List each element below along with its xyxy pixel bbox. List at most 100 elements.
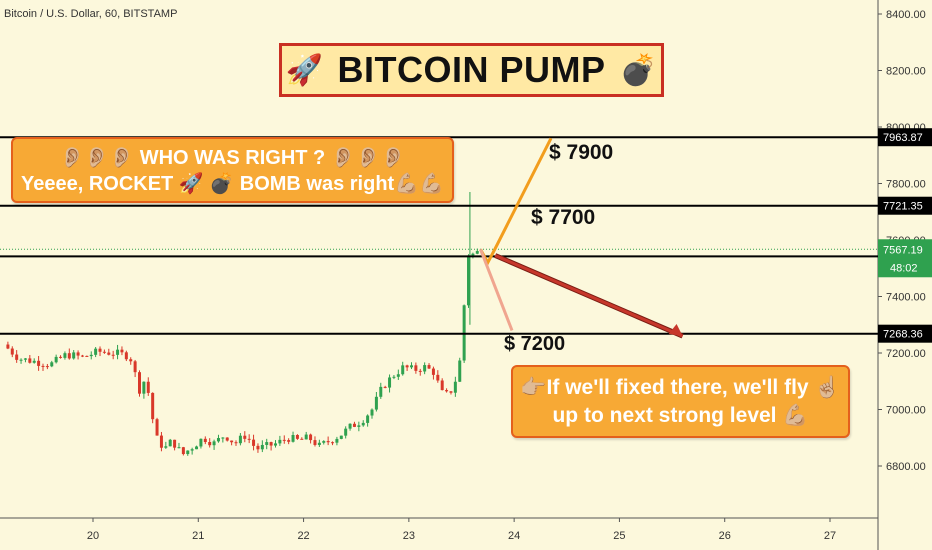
y-tick-label: 7000.00 [886, 405, 926, 417]
candle-body [177, 447, 181, 449]
candle-body [190, 449, 194, 451]
target-7900-label: $ 7900 [549, 141, 614, 164]
candle-body [124, 352, 128, 360]
candle-body [366, 415, 370, 423]
banner-title: BITCOIN PUMP [337, 49, 606, 90]
candle-body [348, 423, 352, 429]
candle-body [431, 368, 435, 375]
callout-next-level: 👉🏼If we'll fixed there, we'll fly ☝🏼 up … [511, 365, 850, 438]
candle-body [414, 365, 418, 371]
x-tick-label: 27 [824, 530, 836, 542]
candle-body [265, 442, 269, 445]
candle-body [256, 445, 260, 450]
candle-body [313, 440, 317, 445]
candle-body [85, 355, 89, 357]
candle-body [120, 349, 124, 353]
symbol-title: Bitcoin / U.S. Dollar, 60, BITSTAMP [4, 8, 178, 20]
candle-body [260, 444, 264, 450]
candle-body [111, 354, 115, 356]
candle-body [41, 365, 45, 367]
candle-body [168, 439, 172, 447]
candle-body [72, 352, 76, 359]
price-level-label: 7963.87 [883, 132, 923, 144]
candle-body [273, 443, 277, 446]
callout-bottom-line2: up to next strong level 💪🏼 [552, 404, 809, 427]
candle-body [23, 358, 27, 360]
candle-body [195, 446, 199, 450]
candle-body [405, 365, 409, 368]
candle-body [37, 360, 41, 366]
candle-body [230, 440, 234, 443]
projection-7200-path [479, 248, 514, 331]
candle-body [151, 392, 155, 420]
price-level-tag [878, 324, 932, 343]
candle-body [269, 442, 273, 446]
candle-body [436, 374, 440, 381]
candle-body [449, 391, 453, 393]
x-tick-label: 22 [297, 530, 309, 542]
candle-body [370, 409, 374, 416]
title-banner: 🚀 BITCOIN PUMP 💣 [279, 43, 664, 97]
candle-body [401, 365, 405, 375]
y-tick-label: 8200.00 [886, 66, 926, 78]
candle-body [45, 366, 49, 368]
candle-body [252, 439, 256, 446]
candle-body [159, 435, 163, 448]
candle-body [212, 441, 216, 446]
candle-body [374, 396, 378, 410]
candle-body [6, 344, 10, 349]
candle-body [282, 439, 286, 441]
price-level-label: 7721.35 [883, 201, 923, 213]
candle-body [129, 359, 133, 362]
target-7200-label: $ 7200 [504, 333, 566, 355]
last-price-tag [878, 239, 932, 278]
candle-body [309, 434, 313, 441]
candle-body [94, 348, 98, 355]
candle-body [392, 376, 396, 378]
callout-who-was-right: 👂🏼👂🏼👂🏼 WHO WAS RIGHT ? 👂🏼👂🏼👂🏼 Yeeee, ROC… [11, 137, 454, 203]
bomb-icon: 💣 [619, 53, 658, 87]
target-7700-label: $ 7700 [531, 206, 596, 229]
y-tick-label: 8400.00 [886, 9, 926, 21]
candle-body [63, 353, 67, 358]
candle-body [247, 438, 251, 440]
candle-body [339, 435, 343, 439]
candle-body [102, 351, 106, 353]
candle-body [186, 450, 190, 455]
candle-body [199, 438, 203, 447]
candle-body [467, 255, 471, 306]
candle-body [335, 438, 339, 443]
candle-body [300, 438, 304, 440]
arrow-to-callout [494, 254, 684, 338]
rocket-icon: 🚀 [285, 53, 324, 87]
y-tick-label: 7400.00 [886, 292, 926, 304]
candle-body [291, 435, 295, 442]
callout-top-line2: Yeeee, ROCKET 🚀 💣 BOMB was right💪🏼💪🏼 [20, 173, 445, 195]
candle-body [76, 352, 80, 356]
countdown-label: 48:02 [890, 262, 918, 274]
candle-body [379, 386, 383, 397]
x-tick-label: 20 [87, 530, 99, 542]
candle-body [383, 386, 387, 388]
candle-body [458, 360, 462, 382]
candle-body [396, 374, 400, 377]
candle-body [361, 422, 365, 426]
candle-body [67, 353, 71, 359]
x-tick-label: 26 [719, 530, 731, 542]
candle-body [203, 438, 207, 443]
y-tick-label: 7200.00 [886, 348, 926, 360]
x-tick-label: 25 [613, 530, 625, 542]
candle-body [344, 428, 348, 436]
candle-body [409, 365, 413, 368]
price-level-label: 7268.36 [883, 329, 923, 341]
candle-body [10, 348, 14, 355]
candle-body [295, 435, 299, 439]
candle-body [287, 440, 291, 442]
candle-body [471, 253, 475, 256]
y-tick-label: 7800.00 [886, 179, 926, 191]
candle-body [331, 442, 335, 444]
candle-body [28, 358, 32, 363]
candle-body [440, 380, 444, 391]
candle-body [238, 435, 242, 444]
